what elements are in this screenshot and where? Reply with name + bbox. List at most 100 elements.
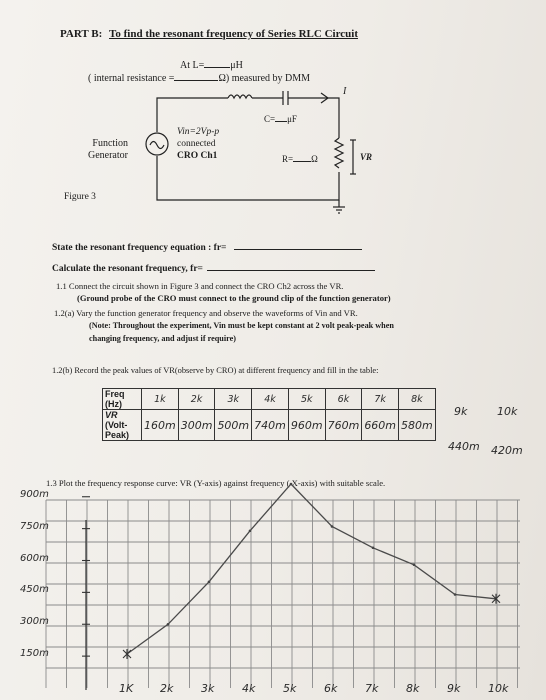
inductor-symbol [227, 94, 253, 100]
data-points [122, 482, 501, 659]
vr-label: VR [360, 152, 373, 162]
question-equation: State the resonant frequency equation : … [52, 238, 363, 253]
y-tick-label: 300m [20, 616, 49, 628]
uh-unit: μH [230, 60, 243, 71]
vr-extra-10k: 420m [491, 444, 523, 457]
freq-value: 1k [154, 393, 166, 405]
current-arrow-icon [320, 92, 330, 104]
ac-source-symbol [145, 132, 169, 156]
vr-extra-9k: 440m [448, 440, 480, 453]
frequency-table: Freq (Hz) 1k 2k 3k 4k 5k 6k 7k 8k VR (Vo… [102, 388, 436, 441]
sine-wave-icon [149, 140, 165, 150]
graph-grid [45, 499, 520, 688]
step-1-3: 1.3 Plot the frequency response curve: V… [46, 478, 386, 488]
measured-by-label: Ω) measured by DMM [218, 73, 311, 84]
freq-value: 5k [300, 393, 313, 405]
vr-value: 760m [327, 418, 360, 432]
vr-value: 160m [144, 418, 176, 432]
function-generator-label: Function Generator [88, 138, 128, 162]
x-tick-label: 1K [119, 682, 134, 695]
vr-cell[interactable]: 660m [361, 409, 400, 441]
connected-note: connected [177, 139, 216, 149]
step-1-2a: 1.2(a) Vary the function generator frequ… [54, 308, 358, 318]
figure-caption: Figure 3 [64, 192, 96, 202]
graph-axes [82, 496, 90, 690]
source-note: Vin=2Vp-p connected CRO Ch1 [177, 126, 219, 162]
wire-top-left [156, 97, 228, 132]
y-tick-label: 450m [20, 584, 49, 596]
freq-value: 8k [411, 393, 423, 405]
freq-value: 6k [337, 393, 350, 405]
data-point [248, 529, 252, 533]
x-tick-label: 4k [242, 682, 256, 695]
x-tick-label: 2k [160, 682, 174, 695]
vr-value: 300m [180, 418, 213, 432]
capacitor-blank[interactable] [275, 110, 288, 122]
freq-header-line-2: (Hz) [105, 399, 122, 409]
freq-header-line-1: Freq [105, 389, 125, 399]
vr-value: 960m [290, 418, 323, 432]
freq-value: 4k [264, 393, 276, 405]
data-point [491, 593, 501, 604]
inductance-line: At L= μH [180, 56, 243, 71]
data-point [289, 482, 293, 486]
wire-top-right [288, 97, 340, 138]
at-l-label: At L= [180, 60, 205, 71]
data-point [453, 593, 457, 596]
function-generator-line-1: Function [92, 138, 128, 149]
vr-cell[interactable]: 300m [177, 409, 216, 441]
vr-cell[interactable]: 160m [141, 409, 179, 441]
vr-cell[interactable]: 740m [251, 409, 289, 441]
capacitor-label: C= μF [264, 110, 297, 124]
vr-header-cell: VR (Volt- Peak) [102, 409, 142, 441]
equation-answer-blank[interactable] [234, 238, 363, 250]
step-1-1: 1.1 Connect the circuit shown in Figure … [56, 281, 344, 291]
freq-extra-10k: 10k [497, 405, 518, 418]
resistance-line: ( internal resistance = Ω) measured by DM… [88, 69, 310, 84]
step-1-2a-note-2: changing frequency, and adjust if requir… [89, 334, 236, 343]
part-title: To find the resonant frequency of Series… [109, 28, 358, 40]
vr-cell[interactable]: 760m [324, 409, 363, 441]
resistor-blank[interactable] [293, 150, 312, 162]
resistor-label-text: R= [282, 154, 294, 164]
vr-cell[interactable]: 580m [398, 409, 436, 441]
capacitor-label-text: C= [264, 114, 276, 124]
question-calculate: Calculate the resonant frequency, fr= [52, 259, 375, 274]
page-header: PART B: To find the resonant frequency o… [60, 28, 358, 40]
x-tick-label: 5k [283, 682, 297, 695]
part-label: PART B: [60, 28, 103, 40]
vin-note: Vin=2Vp-p [177, 127, 220, 137]
data-point [122, 649, 132, 659]
wire-bottom [156, 156, 340, 201]
y-tick-label: 150m [20, 648, 49, 660]
data-point [412, 563, 416, 567]
data-point [330, 525, 334, 528]
step-1-1-note: (Ground probe of the CRO must connect to… [77, 293, 391, 303]
series-line [126, 483, 497, 655]
x-tick-label: 7k [365, 682, 379, 695]
freq-value: 3k [227, 393, 240, 405]
freq-value: 2k [190, 393, 203, 405]
y-tick-label: 750m [20, 520, 49, 532]
data-point [207, 580, 211, 584]
freq-value: 7k [374, 393, 386, 405]
x-tick-label: 3k [201, 682, 215, 695]
x-tick-label: 8k [406, 682, 420, 695]
calculate-answer-blank[interactable] [206, 259, 375, 271]
step-1-2b: 1.2(b) Record the peak values of VR(obse… [52, 366, 379, 375]
x-tick-label: 9k [447, 682, 461, 695]
y-tick-label: 900m [20, 488, 49, 500]
resistor-unit: Ω [311, 154, 318, 164]
data-point [371, 546, 375, 550]
inductance-blank[interactable] [204, 56, 231, 68]
vr-value: 740m [254, 418, 286, 432]
vr-cell[interactable]: 500m [214, 409, 253, 441]
resistor-label: R= Ω [282, 150, 318, 164]
internal-resistance-blank[interactable] [174, 69, 219, 81]
vr-value: 580m [401, 418, 433, 432]
function-generator-line-2: Generator [88, 150, 128, 161]
step-1-2a-note: (Note: Throughout the experiment, Vin mu… [89, 321, 394, 330]
current-label: I [343, 86, 347, 97]
